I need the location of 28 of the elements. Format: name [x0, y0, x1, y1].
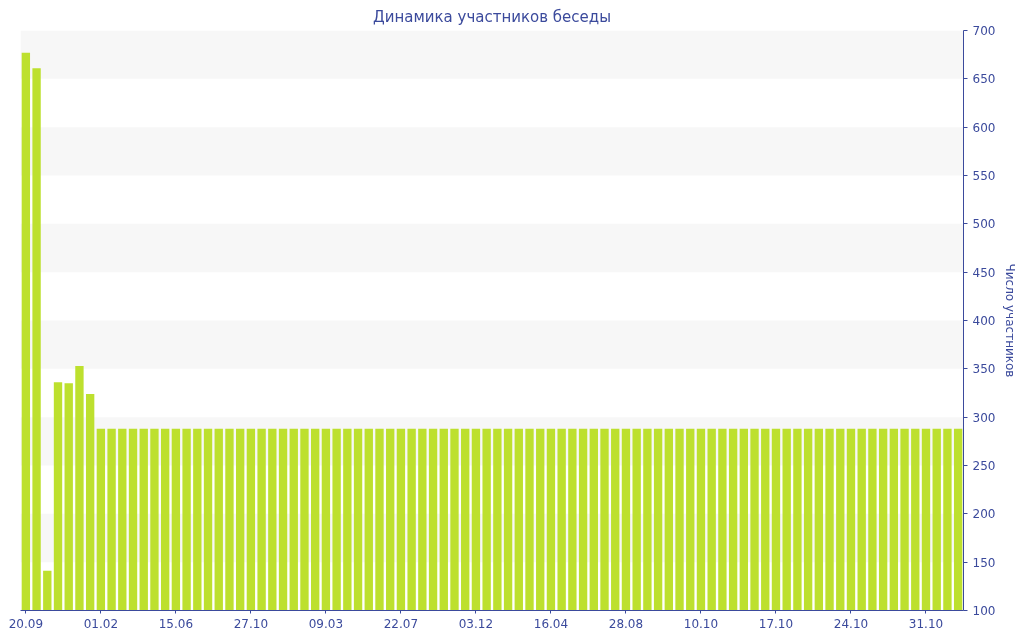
- x-tick-label: 01.02: [83, 616, 119, 631]
- y-tick-label: 700: [972, 24, 996, 38]
- y-tick-label: 450: [972, 265, 996, 280]
- x-tick-label: 31.10: [908, 616, 944, 631]
- x-tick-label: 10.10: [683, 616, 719, 631]
- x-tick-label: 20.09: [8, 616, 44, 631]
- x-tick-label: 16.04: [533, 616, 569, 631]
- x-tick-label: 22.07: [383, 616, 419, 631]
- y-tick-label: 400: [972, 314, 996, 328]
- y-tick-label: 550: [972, 169, 996, 183]
- y-tick-label: 350: [972, 362, 996, 377]
- y-tick-label: 100: [972, 604, 996, 618]
- x-tick-label: 27.10: [233, 616, 269, 631]
- y-tick-label: 200: [972, 507, 996, 522]
- y-axis-title: Число участников: [1003, 263, 1018, 378]
- chart-title: Динамика участников беседы: [372, 7, 612, 26]
- y-tick-label: 500: [972, 217, 996, 232]
- x-tick-label: 24.10: [833, 616, 869, 631]
- y-tick-label: 150: [972, 555, 996, 570]
- x-tick-label: 17.10: [758, 616, 794, 631]
- y-tick-label: 600: [972, 120, 996, 135]
- x-tick-label: 28.08: [608, 616, 644, 631]
- y-tick-label: 300: [972, 410, 996, 425]
- x-tick-label: 15.06: [158, 616, 194, 631]
- y-tick-label: 250: [972, 459, 996, 473]
- x-tick-label: 09.03: [308, 616, 344, 631]
- x-tick-label: 03.12: [458, 616, 494, 631]
- y-tick-label: 650: [972, 72, 996, 87]
